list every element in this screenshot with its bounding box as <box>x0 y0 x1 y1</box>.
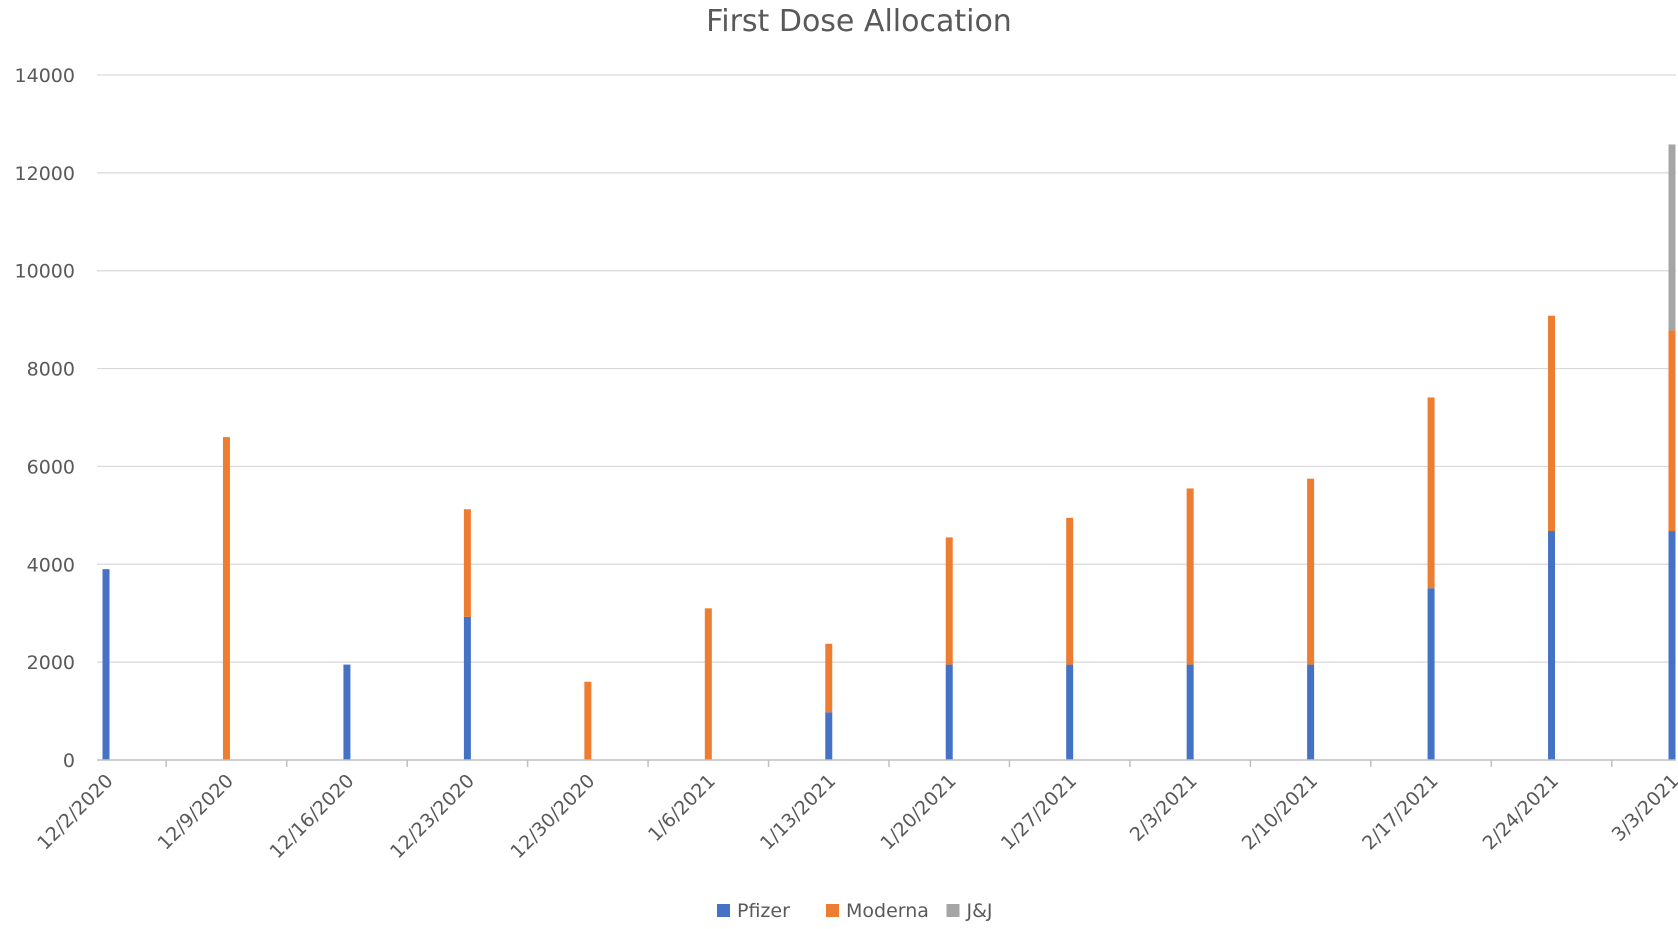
y-tick-label: 14000 <box>15 65 75 87</box>
y-tick-label: 8000 <box>27 359 75 381</box>
bar-segment <box>463 616 471 760</box>
y-tick-label: 0 <box>63 750 75 772</box>
bar-segment <box>945 664 953 760</box>
bar-segment <box>945 537 953 665</box>
bar-segment <box>1668 144 1676 331</box>
x-tick-label: 12/30/2020 <box>506 770 599 863</box>
y-tick-label: 10000 <box>15 261 75 283</box>
legend-swatch <box>946 904 960 917</box>
bar-segment <box>463 509 471 617</box>
legend-swatch <box>826 904 839 917</box>
bar-segment <box>1548 315 1556 532</box>
bar-segment <box>825 712 833 760</box>
bar-segment <box>1427 397 1435 589</box>
bar-segment <box>1668 531 1676 760</box>
x-tick-label: 12/23/2020 <box>386 770 479 863</box>
legend-label: Moderna <box>846 900 929 922</box>
chart-title: First Dose Allocation <box>706 4 1012 39</box>
y-tick-label: 2000 <box>27 652 75 674</box>
x-tick-label: 2/17/2021 <box>1358 770 1442 854</box>
legend-label: J&J <box>966 900 993 922</box>
x-tick-label: 12/2/2020 <box>33 770 117 854</box>
bar-segment <box>704 608 712 760</box>
legend: Pfizer Moderna J&J <box>717 900 993 922</box>
bar-segment <box>1186 664 1194 760</box>
legend-label: Pfizer <box>737 900 790 922</box>
y-tick-label: 6000 <box>27 456 75 478</box>
x-tick-label: 3/3/2021 <box>1608 770 1678 846</box>
x-tick-label: 1/13/2021 <box>756 770 840 854</box>
x-tick-label: 1/6/2021 <box>644 770 720 846</box>
bar-segment <box>1307 478 1315 665</box>
y-axis-ticks: 0 2000 4000 6000 8000 10000 12000 14000 <box>15 65 75 772</box>
y-tick-label: 12000 <box>15 163 75 185</box>
bar-segment <box>222 437 230 760</box>
bars <box>102 144 1676 760</box>
legend-swatch <box>717 904 730 917</box>
x-tick-label: 2/10/2021 <box>1238 770 1322 854</box>
bar-segment <box>1427 588 1435 760</box>
bar-segment <box>1668 330 1676 532</box>
bar-segment <box>584 681 592 760</box>
x-tick-label: 12/9/2020 <box>154 770 238 854</box>
x-axis <box>97 759 1676 767</box>
x-tick-label: 2/24/2021 <box>1479 770 1563 854</box>
bar-segment <box>1066 664 1074 760</box>
x-tick-label: 2/3/2021 <box>1126 770 1202 846</box>
bar-segment <box>102 569 110 760</box>
x-axis-ticks: 12/2/2020 12/9/2020 12/16/2020 12/23/2020 12… <box>33 770 1678 863</box>
bar-segment <box>825 643 833 713</box>
bar-segment <box>1307 664 1315 760</box>
bar-segment <box>1066 517 1074 665</box>
y-tick-label: 4000 <box>27 554 75 576</box>
bar-segment <box>343 664 351 760</box>
gridlines <box>97 74 1676 663</box>
x-tick-label: 1/20/2021 <box>876 770 960 854</box>
bar-segment <box>1186 488 1194 665</box>
bar-segment <box>1548 531 1556 760</box>
x-tick-label: 1/27/2021 <box>997 770 1081 854</box>
x-tick-label: 12/16/2020 <box>265 770 358 863</box>
